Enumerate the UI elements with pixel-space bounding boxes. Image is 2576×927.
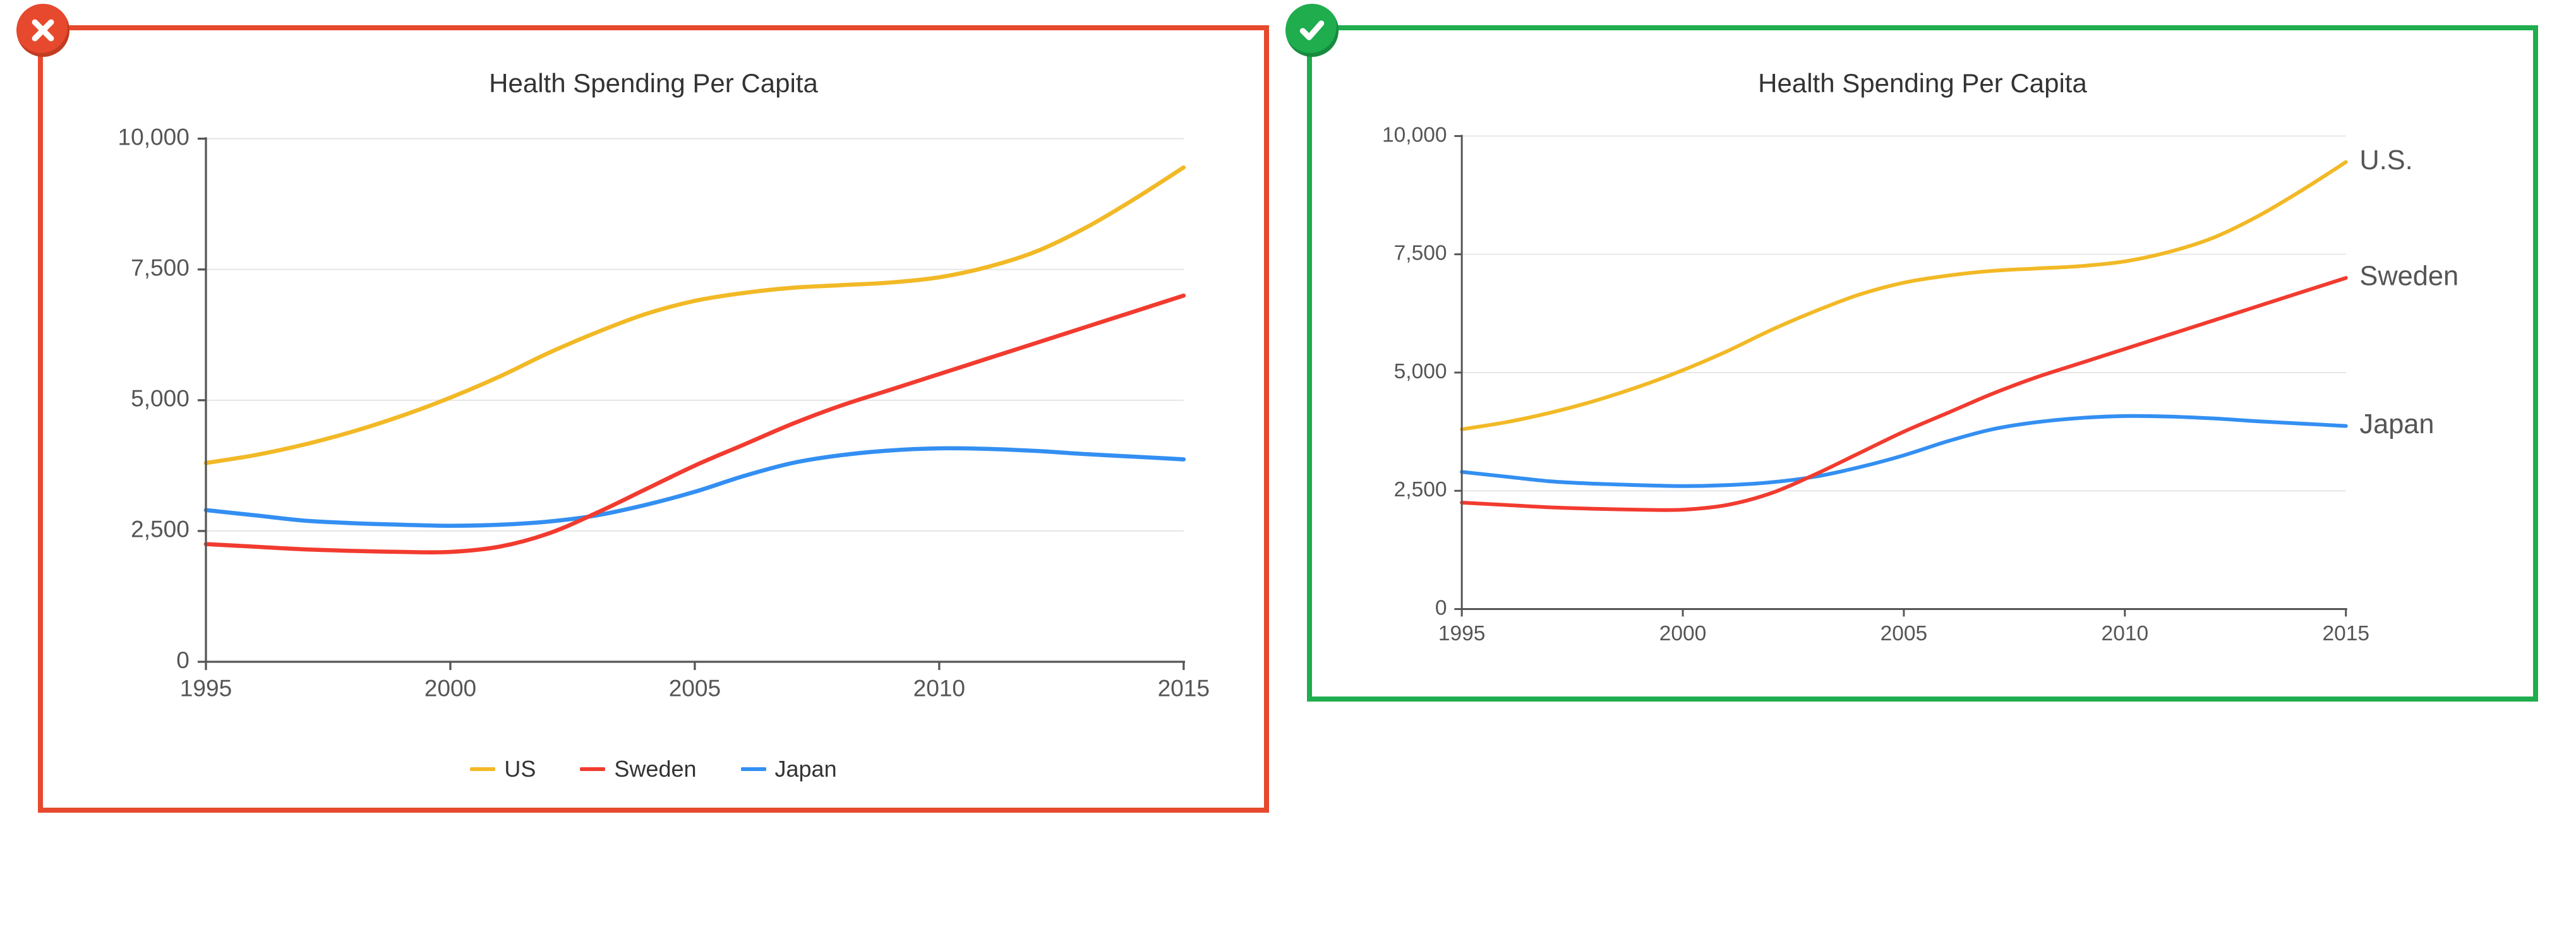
legend-item-japan: Japan <box>741 756 837 782</box>
y-tick-label: 5,000 <box>1394 360 1447 383</box>
y-tick-label: 7,500 <box>1394 242 1447 265</box>
x-tick-label: 2015 <box>2322 622 2369 645</box>
chart-title: Health Spending Per Capita <box>1337 68 2508 99</box>
legend-label: Sweden <box>614 756 696 782</box>
line-chart: 0 2,500 5,000 7,500 10,000 1995 2000 2005 2010 20… <box>1337 111 2508 671</box>
x-tick-label: 2005 <box>669 675 721 702</box>
y-tick-label: 0 <box>1435 596 1447 619</box>
chart-area: 0 2,500 5,000 7,500 10,000 1995 2000 2005 2010 20… <box>68 111 1239 731</box>
x-tick-label: 1995 <box>180 675 232 702</box>
x-tick-label: 2005 <box>1881 622 1928 645</box>
comparison-container: Health Spending Per Capita 0 2,500 5,000 7,5… <box>0 0 2576 838</box>
legend-swatch-icon <box>580 767 605 771</box>
series-end-label-japan: Japan <box>2359 409 2434 440</box>
chart-title: Health Spending Per Capita <box>68 68 1239 99</box>
series-sweden <box>1462 278 2346 510</box>
legend-swatch-icon <box>470 767 495 771</box>
y-tick-label: 5,000 <box>131 385 190 412</box>
x-tick-label: 2000 <box>1659 622 1707 645</box>
chart-area: 0 2,500 5,000 7,500 10,000 1995 2000 2005 2010 20… <box>1337 111 2508 671</box>
legend: US Sweden Japan <box>68 756 1239 782</box>
x-tick-label: 2015 <box>1158 675 1210 702</box>
bad-example-panel: Health Spending Per Capita 0 2,500 5,000 7,5… <box>38 25 1269 813</box>
series-end-label-sweden: Sweden <box>2359 261 2459 292</box>
series-japan <box>1462 416 2346 486</box>
series-us <box>1462 162 2346 429</box>
x-tick-label: 2010 <box>2102 622 2149 645</box>
good-example-panel: Health Spending Per Capita 0 2,500 5,000 7,5… <box>1307 25 2538 702</box>
y-tick-label: 0 <box>176 647 190 673</box>
legend-swatch-icon <box>741 767 766 771</box>
y-tick-label: 10,000 <box>118 123 190 150</box>
series-end-label-us: U.S. <box>2359 145 2412 176</box>
series-sweden <box>206 296 1184 553</box>
y-tick-label: 7,500 <box>131 254 190 280</box>
legend-item-sweden: Sweden <box>580 756 696 782</box>
x-tick-label: 1995 <box>1438 622 1486 645</box>
x-tick-label: 2000 <box>424 675 476 702</box>
line-chart: 0 2,500 5,000 7,500 10,000 1995 2000 2005 2010 20… <box>68 111 1239 731</box>
x-tick-label: 2010 <box>913 675 965 702</box>
y-tick-label: 2,500 <box>1394 478 1447 501</box>
y-tick-label: 10,000 <box>1382 123 1447 147</box>
legend-label: US <box>504 756 536 782</box>
series-us <box>206 167 1184 463</box>
series-japan <box>206 448 1184 526</box>
cross-icon <box>16 4 69 57</box>
check-icon <box>1285 4 1339 57</box>
y-tick-label: 2,500 <box>131 516 190 542</box>
legend-item-us: US <box>470 756 536 782</box>
legend-label: Japan <box>775 756 837 782</box>
